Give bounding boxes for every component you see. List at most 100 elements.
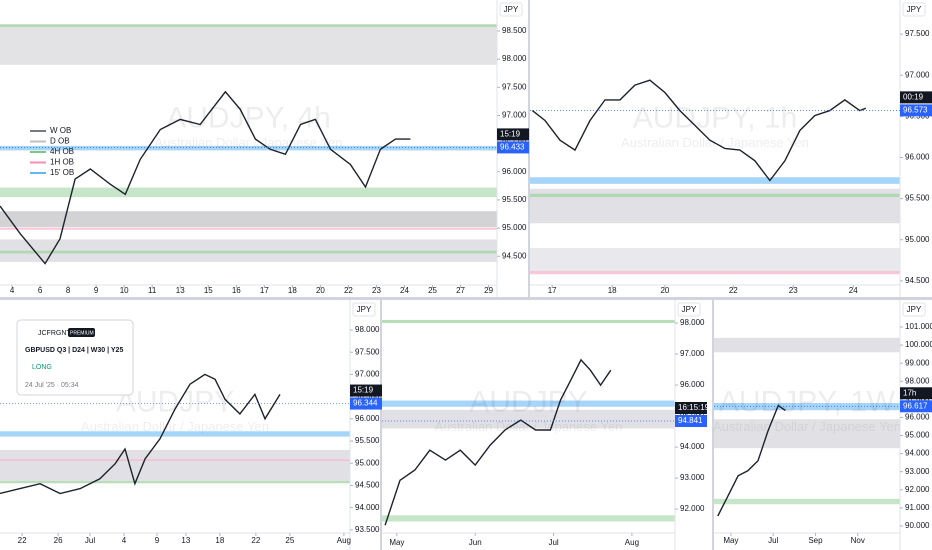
order-block-zone [714, 419, 900, 449]
watermark: AUDJPY [116, 386, 234, 419]
x-tick-label: 20 [316, 286, 325, 295]
countdown-tag [497, 128, 529, 141]
y-tick-label: 94.500 [905, 276, 930, 285]
x-tick-label: 10 [120, 286, 129, 295]
card-badge: PREMIUM [70, 330, 94, 336]
x-tick-label: 22 [729, 286, 738, 295]
x-tick-label: 13 [181, 536, 190, 545]
y-tick-label: 98.000 [355, 325, 380, 334]
y-tick-label: 98.000 [905, 376, 930, 385]
x-tick-label: 27 [456, 286, 465, 295]
price-tag-label: 96.573 [903, 105, 928, 114]
x-tick-label: 4 [10, 286, 15, 295]
countdown-label: 17h [903, 388, 916, 397]
countdown-tag [900, 91, 932, 104]
countdown-label: 16:15:19 [678, 403, 710, 412]
watermark-subtitle: Australian Dollar / Japanese Yen [713, 419, 901, 434]
currency-box [902, 302, 926, 317]
x-tick-label: 13 [176, 286, 185, 295]
y-tick-label: 95.500 [905, 194, 930, 203]
x-tick-label: 22 [18, 536, 27, 545]
x-tick-label: May [389, 538, 404, 547]
x-tick-label: 23 [372, 286, 381, 295]
order-block-zone [0, 459, 350, 462]
watermark-subtitle: Australian Dollar / Japanese Yen [81, 419, 269, 434]
price-line [531, 79, 867, 182]
x-tick-label: 18 [608, 286, 617, 295]
countdown-tag [350, 384, 382, 397]
x-tick-label: 18 [215, 536, 224, 545]
order-block-zone [714, 498, 900, 505]
plot-area [382, 319, 675, 526]
y-tick-label: 95.500 [355, 436, 380, 445]
order-block-zone [382, 400, 675, 407]
countdown-tag [675, 402, 707, 415]
x-tick-label: 20 [660, 286, 669, 295]
order-block-zone [0, 211, 497, 227]
plot-area [530, 79, 900, 275]
x-tick-label: 9 [155, 536, 160, 545]
y-tick-label: 97.500 [355, 347, 380, 356]
price-line [0, 373, 281, 495]
x-tick-label: 24 [400, 286, 409, 295]
order-block-zone [0, 250, 497, 254]
y-tick-label: 97.500 [905, 29, 930, 38]
legend-label: 1H OB [50, 158, 74, 167]
order-block-zone [0, 227, 497, 230]
x-tick-label: 22 [251, 536, 260, 545]
price-line [0, 90, 411, 265]
y-tick-label: 97.000 [355, 370, 380, 379]
countdown-tag [900, 387, 932, 400]
x-tick-label: 24 [849, 286, 858, 295]
y-tick-label: 97.000 [502, 111, 527, 120]
idea-card [16, 319, 134, 396]
x-tick-label: 15 [204, 286, 213, 295]
x-tick-label: 4 [122, 536, 127, 545]
y-tick-label: 93.000 [905, 467, 930, 476]
order-block-zone [0, 481, 350, 484]
x-tick-label: 25 [428, 286, 437, 295]
card-direction: LONG [32, 364, 52, 371]
countdown-label: 00:19 [903, 92, 924, 101]
y-tick-label: 97.500 [502, 82, 527, 91]
price-line [384, 358, 612, 526]
order-block-zone [0, 449, 350, 482]
legend-label: W OB [50, 126, 71, 135]
order-block-zone [382, 409, 675, 429]
y-tick-label: 91.000 [905, 503, 930, 512]
y-tick-label: 92.000 [905, 485, 930, 494]
price-tag-label: 96.617 [903, 401, 928, 410]
x-tick-label: Aug [337, 536, 351, 545]
y-tick-label: 98.000 [502, 54, 527, 63]
order-block-zone [530, 271, 900, 275]
x-tick-label: 17 [548, 286, 557, 295]
y-tick-label: 95.000 [905, 431, 930, 440]
price-tag-label: 96.344 [353, 399, 378, 408]
y-tick-label: 94.000 [355, 503, 380, 512]
order-block-zone [0, 25, 497, 65]
currency-label: JPY [504, 5, 519, 14]
y-tick-label: 94.500 [502, 251, 527, 260]
x-tick-label: 26 [54, 536, 63, 545]
y-tick-label: 96.000 [680, 380, 705, 389]
order-block-zone [0, 431, 350, 437]
y-tick-label: 99.000 [905, 358, 930, 367]
plot-area [0, 24, 497, 265]
price-tag [900, 400, 932, 413]
countdown-label: 15:19 [353, 386, 374, 395]
card-date: 24 Jul '25 · 05:34 [25, 382, 79, 389]
currency-box [902, 2, 926, 17]
watermark: AUDJPY, 1h [633, 102, 798, 135]
x-tick-label: 29 [484, 286, 493, 295]
order-block-zone [0, 187, 497, 198]
order-block-zone [382, 515, 675, 522]
watermark-subtitle: Australian Dollar / Japanese Yen [435, 419, 623, 434]
currency-label: JPY [907, 305, 922, 314]
price-tag-label: 94.841 [678, 416, 703, 425]
y-tick-label: 93.000 [680, 473, 705, 482]
